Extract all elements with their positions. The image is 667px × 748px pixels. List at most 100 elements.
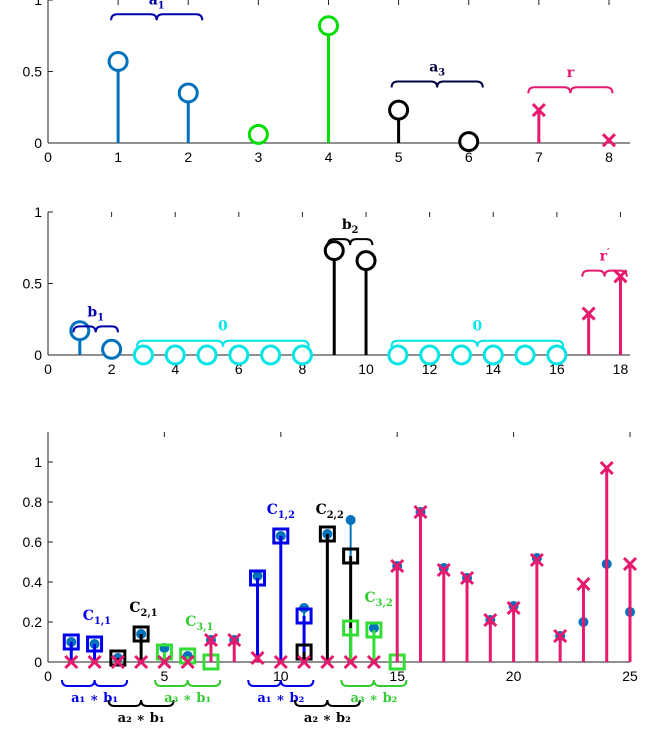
stem-marker-x [622,556,638,572]
y-tick-label: 0 [34,135,42,151]
brace [390,339,565,347]
convolution-label: a₂ ∗ b₂ [304,711,351,726]
y-tick-label: 0.2 [23,614,43,630]
stem-marker-x [436,562,451,578]
stem-marker-x [366,654,381,670]
x-tick-label: 5 [161,668,169,684]
x-tick-label: 12 [422,361,438,377]
x-tick-label: 6 [465,149,473,165]
x-tick-label: 8 [605,149,613,165]
x-tick-label: 2 [184,149,192,165]
convolution-label: a₁ ∗ b₁ [71,691,118,706]
stem-marker-square [295,643,313,661]
stem-marker-x [203,632,219,648]
brace [340,679,408,687]
stem-marker-circle [387,344,409,366]
stem-marker-circle [260,344,282,366]
brace [72,325,119,333]
brace-label: b2 [342,217,359,236]
brace [60,679,129,687]
x-tick-label: 4 [171,361,179,377]
x-tick-label: 18 [613,361,629,377]
stem-marker-x [601,133,617,148]
stem-marker-circle [177,82,199,104]
brace [110,13,204,21]
group-label: C1,1 [83,608,111,627]
x-tick-label: 10 [273,668,289,684]
y-tick-label: 0.6 [23,534,43,550]
stem-marker-square [109,649,127,667]
stem-marker-x [157,654,172,670]
stem-marker-x [110,654,125,670]
brace [390,80,484,88]
brace [154,679,222,687]
brace [527,86,614,94]
convolution-label: a₃ ∗ b₂ [350,691,397,706]
x-tick-label: 0 [44,668,52,684]
stem-marker-x [227,632,242,648]
subplot-2: 0 2 4 6 8 10 12 14 16 18 0 0.5 1 b1 0 b2 0 r′ [23,204,630,377]
stem-marker-x [531,103,546,118]
subplot-3: 0 5 10 15 20 25 0 0.2 0.4 0.6 0.8 1 C1,1 C2,1 C3,1 C1,2… [23,432,638,726]
stem-marker-x [297,654,312,670]
stem-marker-x [87,654,102,670]
stem-marker-square [62,633,80,651]
brace-label: a3 [429,60,445,79]
x-tick-label: 7 [535,149,543,165]
stem-marker-x [553,628,568,644]
brace [581,269,628,277]
stem-marker-x [506,600,521,616]
group-label: C2,1 [129,600,157,619]
x-tick-label: 16 [549,361,565,377]
x-tick-label: 4 [325,149,333,165]
x-tick-label: 0 [44,149,52,165]
group-label: C2,2 [316,502,344,521]
y-tick-label: 0.4 [23,574,43,590]
x-tick-label: 1 [114,149,122,165]
brace [326,238,374,246]
stem-marker-circle [164,344,186,366]
stem-marker-x [134,654,149,670]
stem-marker-circle [107,50,129,72]
stem-marker-circle [291,344,313,366]
convolution-label: a₃ ∗ b₁ [164,691,211,706]
y-tick-label: 0.8 [23,494,43,510]
stem-marker-circle [323,240,345,262]
stem-marker-square [249,569,267,587]
stem-marker-square [342,619,360,637]
y-tick-label: 0.5 [23,64,43,80]
convolution-label: a₁ ∗ b₂ [257,691,304,706]
stem-marker-circle [101,338,123,360]
group-label: C3,1 [185,614,213,633]
brace-label: a1 [149,0,165,11]
stem-marker-x [343,654,358,670]
stem-marker-circle [514,344,536,366]
x-tick-label: 10 [358,361,374,377]
y-tick-label: 0.5 [23,276,43,292]
x-tick-label: 3 [254,149,262,165]
x-tick-label: 2 [108,361,116,377]
stem-marker-x [64,654,79,670]
brace-label: r′ [600,248,610,265]
stem-marker-square [342,547,360,565]
group-label: C3,2 [364,590,392,609]
stem-marker-circle [388,99,410,121]
stem-marker-circle [355,250,377,272]
x-tick-label: 5 [395,149,403,165]
stem-marker-circle [247,123,269,145]
stem-marker-dot [368,623,379,633]
stem-marker-x [483,612,498,628]
x-tick-label: 6 [235,361,243,377]
x-tick-label: 15 [389,668,405,684]
stem-marker-x [273,654,288,670]
stem-marker-circle [458,131,480,153]
y-tick-label: 1 [34,0,42,8]
stem-marker-circle [196,344,218,366]
stem-marker-circle [317,15,339,37]
stem-marker-x [250,650,265,666]
convolution-label: a₂ ∗ b₁ [118,711,165,726]
group-label: C1,2 [267,502,295,521]
stem-marker-x [459,570,475,586]
